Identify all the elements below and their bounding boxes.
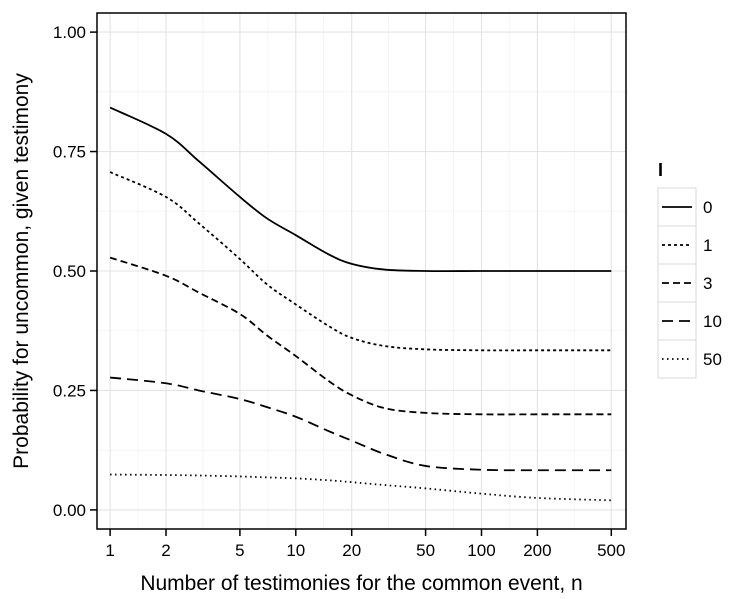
series-line-3 [109,256,612,416]
x-tick-label: 500 [597,541,625,560]
x-tick-label: 50 [416,541,435,560]
legend-label: 10 [703,312,722,331]
series-line-50 [110,473,612,502]
plot-series [109,106,612,502]
x-axis-title: Number of testimonies for the common eve… [140,572,582,595]
x-tick-label: 20 [342,541,361,560]
y-tick-label: 0.25 [53,381,86,400]
x-axis: 1 2 5 10 20 50 100 200 500 [105,529,625,560]
x-tick-label: 10 [286,541,305,560]
legend-label: 1 [703,236,712,255]
legend-label: 0 [703,198,712,217]
series-line-10 [110,376,612,472]
legend: I 0 1 3 10 50 [657,160,722,379]
series-line-0 [109,106,612,273]
y-tick-label: 0.75 [53,143,86,162]
y-tick-label: 1.00 [53,23,86,42]
legend-title: I [658,160,663,180]
y-axis: 0.00 0.25 0.50 0.75 1.00 [53,23,97,520]
x-tick-label: 200 [523,541,551,560]
y-axis-title: Probability for uncommon, given testimon… [10,73,33,469]
x-tick-label: 1 [105,541,114,560]
x-tick-label: 5 [235,541,244,560]
legend-label: 3 [703,274,712,293]
series-line-1 [109,171,612,352]
y-tick-label: 0.00 [53,501,86,520]
y-tick-label: 0.50 [53,262,86,281]
x-tick-label: 100 [467,541,495,560]
x-tick-label: 2 [161,541,170,560]
legend-label: 50 [703,350,722,369]
